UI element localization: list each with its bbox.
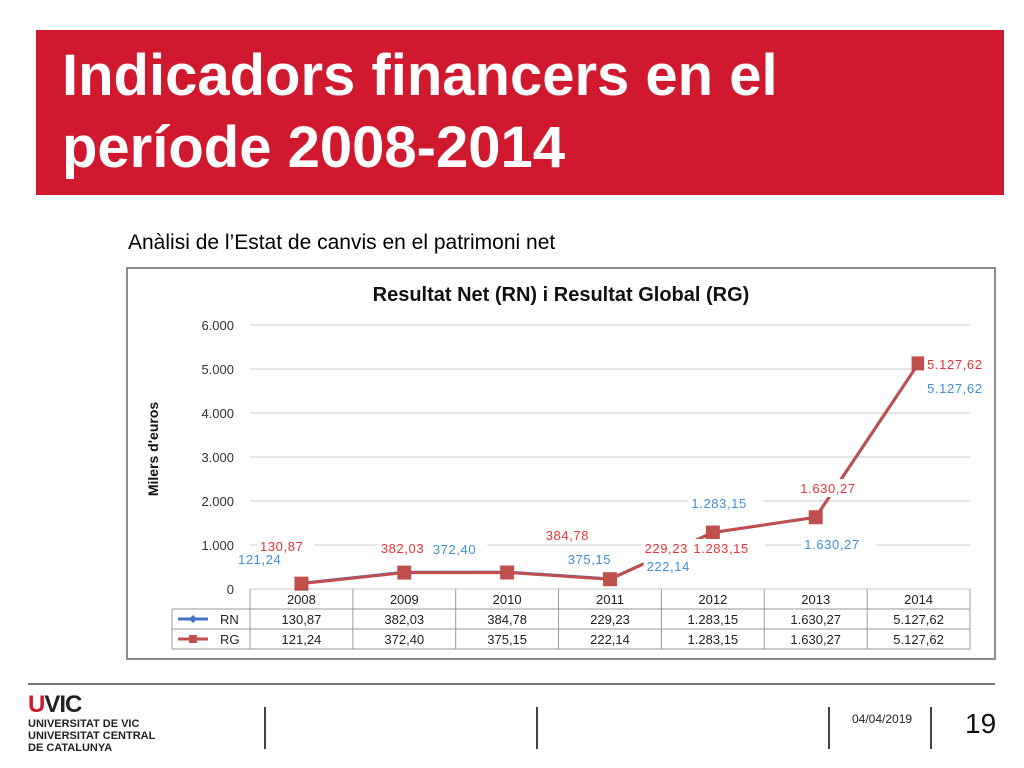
x-tick-label: 2012 [698,592,727,607]
data-label: 130,87 [260,539,303,554]
y-axis-title: Milers d'euros [145,402,161,497]
x-tick-label: 2013 [801,592,830,607]
footer-separator [930,707,932,749]
table-cell: 1.283,15 [688,632,739,647]
data-label-bg [924,355,994,373]
data-label: 121,24 [238,552,281,567]
data-label: 5.127,62 [927,357,982,372]
data-label: 372,40 [433,542,476,557]
y-tick-label: 3.000 [201,450,234,465]
logo-text-line-1: UNIVERSITAT DE VIC [28,718,140,730]
data-label-bg [257,537,315,555]
data-label: 222,14 [647,559,690,574]
table-cell: 375,15 [487,632,527,647]
data-point-rg [397,565,412,580]
table-cell: 384,78 [487,612,527,627]
x-tick-label: 2011 [596,592,624,607]
footer-separator [828,707,830,749]
data-label-bg [688,494,764,512]
y-tick-label: 5.000 [201,362,234,377]
data-point-rg [500,565,515,580]
logo-text-line-3: DE CATALUNYA [28,742,113,754]
data-point-rg [294,576,309,591]
table-cell: 1.283,15 [688,612,739,627]
data-label-bg [643,557,702,575]
data-point-rg [808,510,823,525]
data-label-bg [641,539,700,557]
data-label: 382,03 [381,541,424,556]
footer-divider [28,683,995,685]
data-label-bg [801,535,877,553]
slide-subtitle: Anàlisi de l’Estat de canvis en el patri… [128,231,556,254]
data-label: 1.630,27 [800,481,855,496]
data-label: 384,78 [546,528,589,543]
table-cell: 121,24 [282,632,322,647]
table-cell: 1.630,27 [790,612,841,627]
table-cell: 372,40 [384,632,424,647]
x-tick-label: 2008 [287,592,316,607]
data-label: 229,23 [645,541,688,556]
line-chart: Resultat Net (RN) i Resultat Global (RG)… [145,284,994,650]
title-band: Indicadors financers en el període 2008-… [36,30,1004,195]
data-label-bg [564,550,623,568]
y-tick-label: 2.000 [201,494,234,509]
legend-label: RG [220,632,240,647]
x-tick-label: 2010 [493,592,522,607]
table-cell: 229,23 [590,612,630,627]
uvic-logo: UVIC UNIVERSITAT DE VIC UNIVERSITAT CENT… [28,692,156,755]
y-tick-label: 0 [227,582,234,597]
logo-mark-u: U [28,691,45,718]
data-point-rg [911,356,926,371]
chart-title: Resultat Net (RN) i Resultat Global (RG) [373,284,750,306]
data-point-rg [705,525,720,540]
table-cell: 222,14 [590,632,630,647]
data-label-bg [429,540,488,558]
slide-date: 04/04/2019 [852,712,913,726]
table-cell: 1.630,27 [790,632,841,647]
chart-frame: Resultat Net (RN) i Resultat Global (RG)… [126,267,996,660]
data-label: 375,15 [568,552,611,567]
table-cell: 382,03 [384,612,424,627]
legend-key-marker [189,635,197,643]
y-tick-label: 1.000 [201,538,234,553]
data-label-bg [377,539,436,557]
y-tick-label: 4.000 [201,406,234,421]
data-label: 5.127,62 [927,381,982,396]
x-tick-label: 2009 [390,592,419,607]
data-label: 1.283,15 [691,496,746,511]
y-tick-label: 6.000 [201,318,234,333]
footer-separator [264,707,266,749]
data-label-bg [797,479,873,497]
table-cell: 130,87 [282,612,322,627]
logo-text-line-2: UNIVERSITAT CENTRAL [28,730,156,742]
data-label-bg [690,539,766,557]
data-label-bg [924,379,994,397]
data-label: 1.283,15 [693,541,748,556]
slide-title-line-2: període 2008-2014 [62,115,565,180]
data-point-rg [603,572,617,587]
table-cell: 5.127,62 [893,632,944,647]
logo-mark-rest: VIC [44,691,82,718]
data-label: 1.630,27 [804,537,859,552]
footer-separator [536,707,538,749]
table-cell: 5.127,62 [893,612,944,627]
data-label-bg [542,526,601,544]
page-number: 19 [965,708,997,739]
legend-label: RN [220,612,239,627]
legend-key-marker [189,615,197,623]
logo-mark: UVIC [28,692,155,718]
x-tick-label: 2014 [904,592,933,607]
slide-title-line-1: Indicadors financers en el [62,43,778,108]
